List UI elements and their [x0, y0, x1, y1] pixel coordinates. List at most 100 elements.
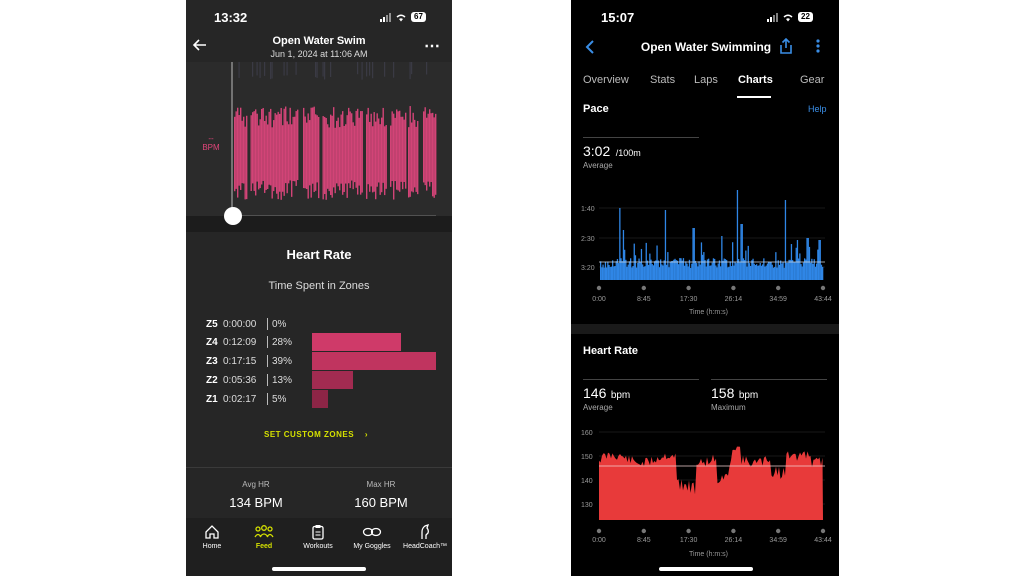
- hr-avg-unit: bpm: [610, 390, 631, 401]
- wifi-icon: [783, 14, 793, 21]
- tab-workouts[interactable]: Workouts: [296, 524, 340, 550]
- tab-home[interactable]: Home: [192, 524, 232, 550]
- zones-subtitle: Time Spent in Zones: [268, 280, 370, 292]
- pace-average: 3:02 /100m Average: [583, 143, 641, 170]
- home-icon: [205, 525, 219, 539]
- pace-avg-unit: /100m: [615, 148, 641, 158]
- zone-row: Z1 0:02:17 5%: [206, 391, 296, 407]
- zone-percent: 28%: [272, 336, 293, 348]
- x-tick-label: 17:30: [680, 296, 698, 303]
- zone-bar: [312, 371, 353, 389]
- battery-icon: 67: [411, 12, 426, 22]
- tab-feed-label: Feed: [255, 543, 273, 550]
- max-hr-stat: Max HR 160 BPM: [336, 480, 426, 510]
- x-tick-label: 26:14: [725, 296, 743, 303]
- battery-icon: 22: [798, 12, 813, 22]
- zone-bar: [312, 390, 328, 408]
- wifi-icon: [396, 14, 406, 21]
- zone-time: 0:02:17: [223, 393, 257, 405]
- tab-gear[interactable]: Gear: [800, 74, 825, 86]
- x-tick-label: 0:00: [592, 296, 606, 303]
- left-phone-screen: 13:32 67 Open Water Swim Jun 1, 2024 at …: [186, 0, 452, 576]
- zone-name: Z1: [206, 393, 218, 405]
- x-tick-label: 34:59: [769, 537, 787, 544]
- zone-separator: [267, 318, 268, 330]
- people-icon: [254, 525, 274, 538]
- set-custom-zones-link[interactable]: SET CUSTOM ZONES ›: [264, 430, 368, 439]
- bpm-unit: BPM: [202, 143, 220, 152]
- x-tick-label: 8:45: [637, 296, 651, 303]
- zone-percent: 0%: [272, 318, 287, 330]
- pace-y-tick: 2:30: [581, 236, 595, 243]
- hr-divider-2: [711, 379, 827, 380]
- hr-x-label: Time (h:m:s): [689, 551, 728, 558]
- section-divider: [571, 324, 839, 334]
- zone-bar: [312, 333, 401, 351]
- share-icon[interactable]: [779, 38, 793, 54]
- timeline-scrubber[interactable]: [224, 207, 242, 225]
- avg-hr-label: Avg HR: [242, 480, 270, 489]
- x-tick-dot: [776, 285, 781, 291]
- zone-bar: [312, 352, 436, 370]
- tab-my-goggles[interactable]: My Goggles: [348, 524, 396, 550]
- tab-laps[interactable]: Laps: [694, 74, 718, 86]
- zone-row: Z5 0:00:00 0%: [206, 316, 296, 332]
- active-tab-indicator: [737, 96, 771, 98]
- status-icons-right: 22: [767, 12, 813, 22]
- set-custom-zones-label: SET CUSTOM ZONES: [264, 430, 355, 439]
- signal-icon: [767, 12, 778, 22]
- zone-time: 0:00:00: [223, 318, 257, 330]
- zone-separator: [267, 355, 268, 367]
- zone-row: Z3 0:17:15 39%: [206, 353, 296, 369]
- pace-title: Pace: [583, 103, 609, 115]
- x-tick-label: 43:44: [814, 537, 832, 544]
- x-tick-dot: [641, 528, 646, 534]
- zone-name: Z5: [206, 318, 218, 330]
- tab-overview[interactable]: Overview: [583, 74, 629, 86]
- hr-area-series: [599, 446, 823, 520]
- pace-chart: 1:40 2:30 3:20 0:00 8:45 17:30 26:14 34:59 43…: [581, 190, 832, 316]
- x-tick-dot: [686, 528, 691, 534]
- pace-x-label: Time (h:m:s): [689, 309, 728, 316]
- zone-name: Z3: [206, 355, 218, 367]
- x-tick-label: 17:30: [680, 537, 698, 544]
- tab-charts[interactable]: Charts: [738, 74, 773, 86]
- hr-divider-1: [583, 379, 699, 380]
- hr-y-tick: 130: [581, 502, 593, 509]
- help-link[interactable]: Help: [808, 104, 827, 114]
- status-time-right: 15:07: [601, 10, 635, 25]
- zone-time: 0:17:15: [223, 355, 257, 367]
- clipboard-icon: [312, 525, 324, 540]
- x-tick-label: 26:14: [725, 537, 743, 544]
- back-chevron-icon[interactable]: [585, 40, 595, 54]
- right-phone-screen: 15:07 22 Open Water Swimming Overview St…: [571, 0, 839, 576]
- tab-my-goggles-label: My Goggles: [353, 543, 391, 550]
- tab-headcoach-label: HeadCoach™: [403, 543, 447, 550]
- zone-separator: [267, 393, 268, 405]
- tab-workouts-label: Workouts: [303, 543, 333, 550]
- headcoach-icon: [421, 524, 430, 539]
- heart-rate-title: Heart Rate: [286, 247, 352, 262]
- hr-average: 146 bpm Average: [583, 385, 630, 412]
- chart-divider: [186, 216, 452, 232]
- status-time: 13:32: [214, 10, 248, 25]
- home-indicator-right: [659, 567, 753, 571]
- heart-rate-title-right: Heart Rate: [583, 345, 639, 357]
- zone-time: 0:12:09: [223, 336, 257, 348]
- status-icons: 67: [380, 12, 426, 22]
- tab-stats[interactable]: Stats: [650, 74, 676, 86]
- x-tick-dot: [731, 528, 736, 534]
- back-arrow-icon[interactable]: [192, 38, 208, 52]
- activity-title: Open Water Swim: [272, 35, 366, 47]
- tab-home-label: Home: [202, 543, 222, 550]
- more-vertical-icon[interactable]: [815, 38, 821, 54]
- tab-headcoach[interactable]: HeadCoach™: [400, 524, 450, 550]
- zone-percent: 39%: [272, 355, 293, 367]
- more-options-icon[interactable]: ⋯: [424, 38, 441, 55]
- chevron-right-icon: ›: [364, 430, 368, 439]
- x-tick-dot: [641, 285, 646, 291]
- zone-name: Z4: [206, 336, 218, 348]
- zone-name: Z2: [206, 374, 218, 386]
- x-tick-dot: [820, 285, 826, 291]
- tab-feed[interactable]: Feed: [244, 524, 284, 550]
